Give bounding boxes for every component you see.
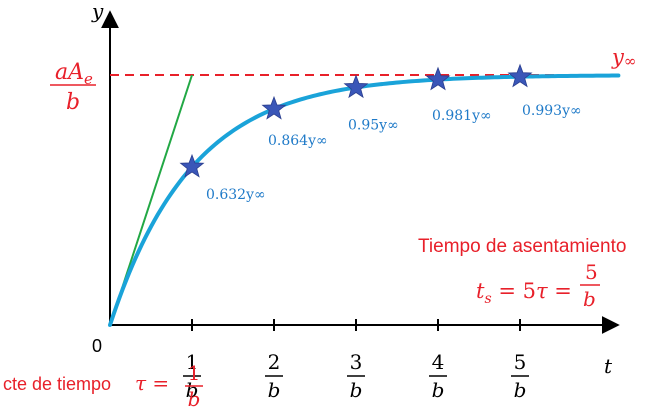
x-tick-label-denominator: b [268,378,281,402]
settling-time-lhs: ts = 5τ = [476,279,572,307]
time-constant-numerator: 1 [188,361,201,385]
x-tick-label-denominator: b [186,378,199,402]
time-constant-lhs: τ = [135,371,169,395]
time-constant-text: cte de tiempo [3,374,111,394]
point-marker-star [261,95,287,120]
time-constant-annotation: cte de tiempo τ = [3,371,169,395]
settling-time-numerator: 5 [585,260,598,284]
point-marker-star [179,153,205,178]
x-tick-label-numerator: 4 [432,350,445,374]
origin-label: 0 [92,336,102,356]
x-tick-label-numerator: 2 [268,350,281,374]
x-axis-label: t [604,354,613,378]
x-tick-label-denominator: b [514,378,527,402]
point-label: 0.95y∞ [348,118,399,134]
asymptote-value-label: aAe b [50,60,96,115]
point-marker-star [425,66,451,91]
x-tick-label-numerator: 3 [350,350,363,374]
x-tick-label-numerator: 1 [186,350,199,374]
point-label: 0.632y∞ [206,187,266,203]
x-tick-label-denominator: b [432,378,445,402]
settling-time-denominator: b [583,287,596,311]
y-axis-label: y [91,0,104,23]
marked-points: 0.632y∞ 0.864y∞ 0.95y∞ 0.981y∞ 0.993y∞ [179,63,582,203]
time-constant-denominator: b [188,387,201,410]
asymptote-label: y∞ [611,45,636,70]
x-tick-label-denominator: b [350,378,363,402]
settling-time-title: Tiempo de asentamiento [418,236,626,257]
settling-time-formula: ts = 5τ = 5 b [476,260,600,311]
point-label: 0.981y∞ [432,108,492,124]
asymptote-denominator: b [66,90,80,115]
point-marker-star [507,63,533,88]
asymptote-numerator: aAe [55,60,93,88]
point-label: 0.864y∞ [268,133,328,149]
point-marker-star [343,74,369,99]
x-tick-label-numerator: 5 [514,350,527,374]
point-label: 0.993y∞ [522,103,582,119]
